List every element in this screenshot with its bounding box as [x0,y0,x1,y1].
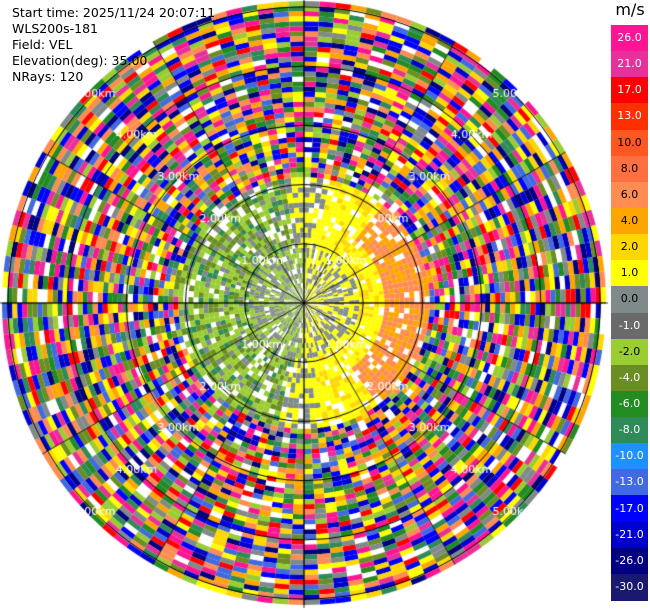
colorbar-tick-label: 2.0 [620,240,639,254]
colorbar-tick-label: -4.0 [618,370,641,384]
colorbar-segment [611,260,648,288]
colorbar-segment [611,390,648,418]
colorbar-segment [611,103,648,131]
colorbar-tick-label: 21.0 [617,57,642,71]
colorbar-tick-label: 1.0 [620,266,639,280]
colorbar: 26.0 21.0 17.0 13.0 10.0 8.0 6.0 4.0 2.0 1.0 0.0 -1… [611,25,650,601]
colorbar-tick-label: -21.0 [615,527,644,541]
colorbar-segment [611,547,648,575]
colorbar-segment [611,573,648,601]
colorbar-segment [611,234,648,262]
colorbar-tick-label: 4.0 [620,214,639,228]
colorbar-segment [611,181,648,209]
colorbar-tick-label: 0.0 [620,292,639,306]
colorbar-tick-label: -2.0 [618,344,641,358]
colorbar-tick-label: 17.0 [617,83,642,97]
colorbar-segment [611,155,648,183]
field-text: Field: VEL [12,37,73,52]
colorbar-segment [611,312,648,340]
colorbar-segment [611,469,648,497]
colorbar-segment [611,521,648,549]
colorbar-segment [611,207,648,235]
colorbar-segment [611,364,648,392]
colorbar-tick-label: 8.0 [620,161,639,175]
colorbar-segment [611,495,648,523]
colorbar-segment [611,286,648,314]
colorbar-tick-label: -10.0 [615,449,644,463]
colorbar-tick-label: -6.0 [618,396,641,410]
colorbar-segment [611,51,648,79]
colorbar-tick-label: 6.0 [620,187,639,201]
colorbar-segment [611,25,648,52]
device-text: WLS200s-181 [12,21,98,36]
colorbar-segment [611,129,648,157]
elevation-text: Elevation(deg): 35.00 [12,53,148,68]
colorbar-tick-label: 13.0 [617,109,642,123]
colorbar-segment [611,338,648,366]
colorbar-tick-label: -26.0 [615,553,644,567]
start-time-text: Start time: 2025/11/24 20:07:11 [12,5,216,20]
colorbar-segment [611,443,648,471]
colorbar-tick-label: -30.0 [615,579,644,593]
colorbar-segment [611,77,648,105]
colorbar-tick-label: 26.0 [617,31,642,45]
nrays-text: NRays: 120 [12,69,84,84]
colorbar-tick-label: 10.0 [617,135,642,149]
colorbar-segment [611,417,648,445]
colorbar-tick-label: -17.0 [615,501,644,515]
scan-info: Start time: 2025/11/24 20:07:11 WLS200s-… [12,5,215,85]
colorbar-tick-label: -13.0 [615,475,644,489]
colorbar-unit: m/s [615,0,645,19]
colorbar-tick-label: -8.0 [618,423,641,437]
colorbar-tick-label: -1.0 [618,318,641,332]
